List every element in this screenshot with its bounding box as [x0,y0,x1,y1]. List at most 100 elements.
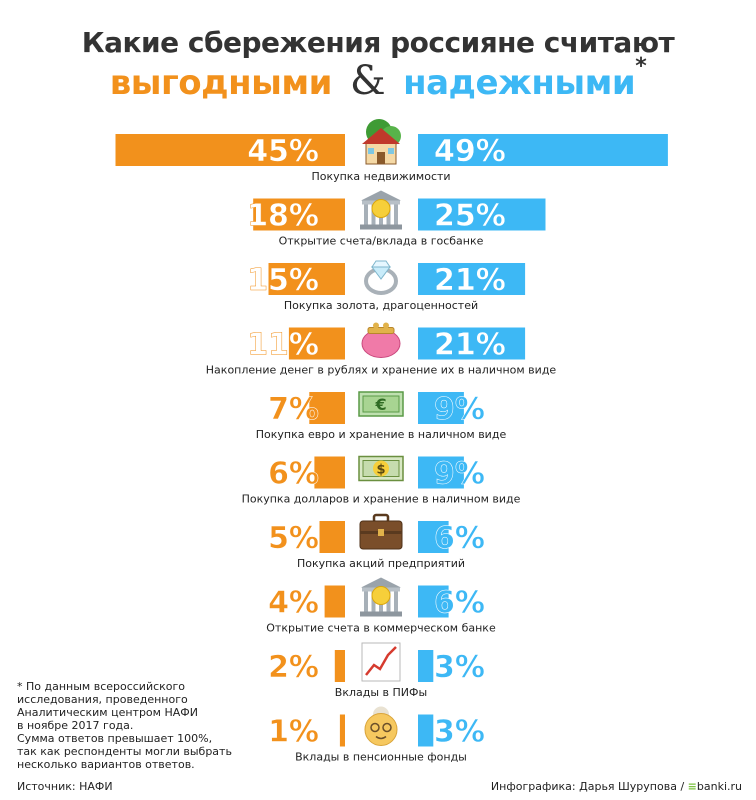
value-label-profitable: 2% [268,650,319,685]
bank-column [371,204,376,225]
banki-logo-icon: ≡ [687,780,697,793]
purse-knob [373,322,379,329]
house-icon [362,119,401,165]
purse-knob [383,322,389,329]
category-label: Накопление денег в рублях и хранение их … [206,364,557,377]
bank-icon [360,577,402,617]
smile [375,735,387,740]
subtitle-reliable: надежными [403,63,636,103]
value-label-reliable: 3% [434,650,485,685]
chart-subtitle: выгодными & надежными* [0,54,756,104]
category-label: Покупка акций предприятий [297,557,465,570]
bank-column [394,204,398,225]
bar-profitable [334,650,345,682]
bank-column [386,204,391,225]
house-door [377,152,385,164]
value-label-profitable: 4% [268,586,319,621]
bar-reliable [418,714,434,747]
category-label: Покупка недвижимости [311,170,450,183]
subtitle-ampersand: & [349,58,386,104]
bar-reliable [418,327,526,360]
value-label-reliable: 3% [434,715,485,750]
briefcase-lock [378,529,384,536]
value-label-profitable: 1% [268,715,319,750]
bar-reliable [418,198,546,231]
dollar-coin [373,460,389,477]
value-label-reliable: 9% [434,457,485,492]
euro-sign: € [374,395,386,414]
bar-profitable [288,327,345,360]
chart-rising-icon [361,642,401,682]
value-label-reliable: 25% [434,199,506,234]
value-label-profitable: 6% [268,457,319,492]
category-label: Покупка евро и хранение в наличном виде [256,428,507,441]
bank-base [360,611,402,617]
category-label: Покупка золота, драгоценностей [284,299,478,312]
bank-base [360,224,402,230]
value-label-reliable: 21% [434,263,506,298]
value-label-reliable: 9% [434,392,485,427]
coin [371,586,391,605]
bar-profitable [253,198,345,231]
glasses-lens [370,722,380,733]
bar-reliable [418,134,668,166]
purse-icon [361,322,401,358]
euro-banknote-icon: € [358,391,404,417]
bar-reliable [418,650,434,682]
ring-gem-top [371,260,391,268]
bar-profitable [319,521,345,553]
chart-title: Какие сбережения россияне считают [81,26,675,59]
credit-note: Инфографика: Дарья Шурупова / ≡banki.ru [491,780,742,793]
ring-icon [364,260,398,295]
value-label-profitable: 18% [247,199,319,234]
bar-profitable [314,456,345,489]
banki-logo-text: banki.ru [696,780,742,793]
credit-text: Инфографика: Дарья Шурупова / [490,780,685,793]
ring-gem [371,266,391,280]
dollar-sign: $ [376,463,385,478]
subtitle-profitable: выгодными [109,63,333,103]
value-label-profitable: 11% [247,328,319,363]
briefcase-icon [359,513,403,550]
bar-reliable [418,585,449,618]
subtitle-asterisk: * [635,54,647,79]
value-label-profitable: 5% [268,521,319,556]
bar-reliable [418,521,449,553]
value-label-reliable: 21% [434,328,506,363]
house-roof [362,128,400,144]
bar-profitable [115,134,345,166]
purse-clasp [367,327,395,334]
house-window [388,148,394,154]
footnote-line: Сумма ответов превышает 100%, [17,732,213,745]
bank-column [364,204,368,225]
bank-column [371,591,376,612]
footnote-line: в ноябре 2017 года. [17,719,134,732]
bank-column [386,591,391,612]
house-window [368,148,374,154]
bank-roof [361,190,401,201]
bar-reliable [418,456,464,489]
source-note: Источник: НАФИ [17,780,113,793]
category-label: Вклады в ПИФы [335,686,427,699]
category-label: Открытие счета/вклада в госбанке [279,235,484,248]
footnote-line: так как респонденты могли выбрать [17,745,232,758]
grandmother-icon [364,706,398,746]
footnote-line: Аналитическим центром НАФИ [17,706,198,719]
footnote-line: несколько вариантов ответов. [17,758,195,771]
value-label-reliable: 6% [434,586,485,621]
dollar-banknote-icon: $ [358,455,404,482]
footnote-line: * По данным всероссийского [17,680,186,693]
footnote: * По данным всероссийского исследования,… [17,680,247,771]
bar-reliable [418,263,526,295]
banknote-inner [362,395,400,413]
bar-profitable [324,585,345,618]
value-label-profitable: 7% [268,392,319,427]
category-label: Вклады в пенсионные фонды [295,751,467,764]
bank-column [394,591,398,612]
glasses-lens [382,722,392,733]
chart-trend-line [365,646,397,676]
bank-column [364,591,368,612]
value-label-profitable: 45% [247,134,319,169]
bar-profitable [339,714,345,747]
bar-profitable [268,263,345,295]
